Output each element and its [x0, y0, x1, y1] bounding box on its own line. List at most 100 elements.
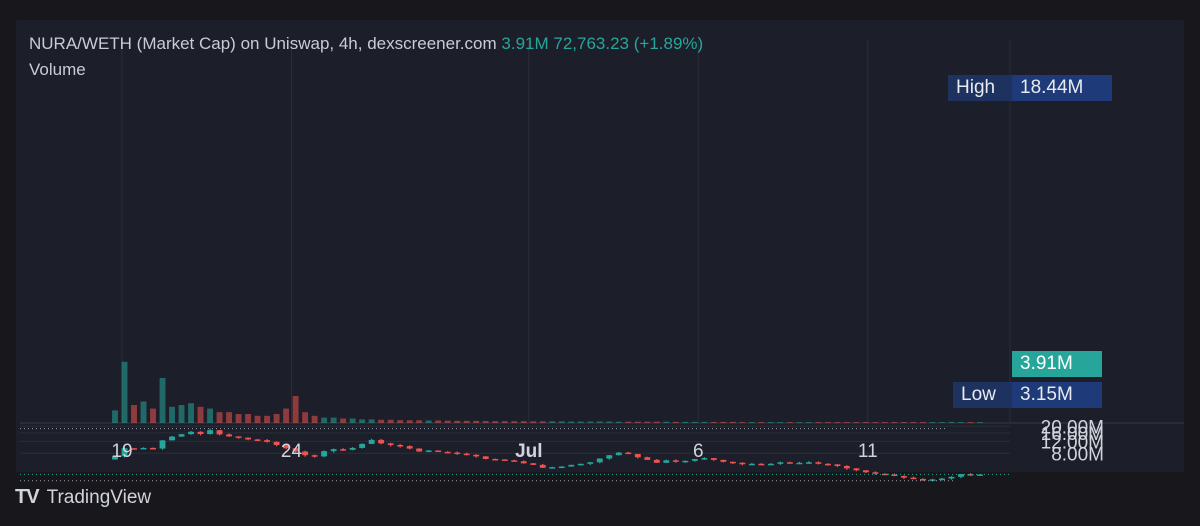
candle-body — [112, 456, 118, 460]
volume-bar — [729, 421, 736, 423]
candle-body — [482, 456, 489, 459]
candle-body — [530, 463, 537, 465]
candle-body — [511, 460, 518, 462]
volume-bar — [397, 420, 404, 423]
chart-header: NURA/WETH (Market Cap) on Uniswap, 4h, d… — [29, 34, 703, 54]
candle-body — [245, 437, 252, 440]
candle-body — [444, 451, 451, 454]
candle-body — [720, 459, 727, 462]
candle-body — [672, 460, 679, 462]
volume-bar — [691, 421, 698, 423]
candle-body — [577, 463, 584, 466]
volume-bar — [454, 420, 461, 423]
x-tick-label: Jul — [515, 441, 542, 462]
candle-body — [625, 452, 632, 455]
volume-bar — [767, 422, 774, 423]
volume-bar — [416, 420, 423, 423]
candle-body — [378, 439, 385, 444]
volume-bar — [748, 422, 755, 423]
volume-bar — [264, 415, 271, 423]
y-tick-label: 16.00M — [1041, 424, 1104, 445]
candle-body — [596, 458, 603, 463]
reference-lines — [20, 428, 1012, 482]
volume-bar — [577, 421, 584, 423]
candles — [112, 428, 983, 482]
volume-bar — [321, 417, 328, 423]
volume-bar — [910, 422, 917, 423]
y-tick-label: 8.00M — [1051, 444, 1104, 465]
candle-body — [454, 452, 461, 455]
tradingview-logo-icon: TV — [15, 486, 40, 508]
candle-body — [302, 451, 309, 456]
volume-bar — [140, 401, 147, 423]
candle-body — [283, 445, 290, 449]
volume-bar — [387, 419, 394, 423]
candle-body — [910, 477, 917, 480]
candle-body — [824, 463, 831, 466]
volume-bar — [720, 421, 727, 423]
volume-bar — [824, 422, 831, 423]
candle-body — [891, 474, 898, 477]
candle-body — [159, 440, 166, 449]
candle-body — [568, 464, 575, 467]
candle-body — [843, 465, 850, 469]
candle-body — [644, 457, 651, 460]
candle-body — [169, 436, 175, 441]
volume-bar — [606, 421, 613, 423]
volume-bar — [292, 396, 299, 423]
volume-bar — [786, 422, 793, 423]
volume-bar — [197, 406, 204, 423]
volume-bar — [796, 422, 803, 423]
volume-bar — [834, 422, 841, 423]
x-tick-label: 6 — [693, 441, 704, 462]
volume-bar — [672, 421, 679, 423]
candle-body — [235, 436, 242, 438]
candle-body — [140, 447, 147, 450]
volume-bar — [558, 421, 565, 423]
volume-bar — [872, 422, 879, 423]
candle-body — [558, 466, 565, 469]
x-axis: 19 24 Jul 6 11 — [111, 441, 877, 462]
y-tick-label: 20.00M — [1041, 417, 1104, 438]
candle-body — [226, 434, 233, 437]
candle-body — [254, 439, 261, 441]
volume-bar — [777, 422, 784, 423]
volume-bar — [920, 422, 926, 423]
candle-body — [967, 474, 974, 476]
volume-bar — [169, 406, 175, 423]
volume-bar — [939, 422, 945, 423]
volume-bar — [368, 419, 375, 423]
candle-body — [473, 454, 480, 457]
last-value: 3.91M — [501, 34, 549, 53]
candle-body — [216, 430, 223, 435]
candle-body — [663, 460, 670, 463]
brand[interactable]: TV TradingView — [15, 486, 151, 509]
volume-bar — [273, 414, 280, 423]
volume-bar — [159, 378, 166, 423]
volume-bar — [881, 422, 888, 423]
volume-bar — [843, 422, 850, 423]
candle-body — [691, 458, 698, 461]
candle-body — [416, 448, 423, 452]
candle-body — [634, 454, 641, 458]
volume-bar — [492, 421, 499, 423]
candle-body — [264, 440, 271, 442]
volume-bar — [644, 421, 651, 423]
volume-label: Volume — [29, 60, 86, 79]
volume-bar — [511, 421, 518, 423]
volume-bar — [625, 421, 632, 423]
candle-body — [606, 455, 613, 459]
x-tick-label: 19 — [111, 441, 132, 462]
high-tag-value: 18.44M — [1012, 75, 1112, 101]
volume-bar — [701, 421, 708, 423]
volume-bar — [967, 422, 974, 423]
high-tag-label: High — [948, 75, 1012, 101]
volume-bar — [178, 405, 185, 423]
volume-bar — [862, 422, 869, 423]
candle-body — [330, 449, 337, 452]
candle-body — [958, 474, 964, 477]
volume-bar — [188, 403, 194, 423]
volume-bar — [311, 415, 318, 423]
candle-body — [273, 441, 280, 446]
candle-body — [862, 470, 869, 473]
